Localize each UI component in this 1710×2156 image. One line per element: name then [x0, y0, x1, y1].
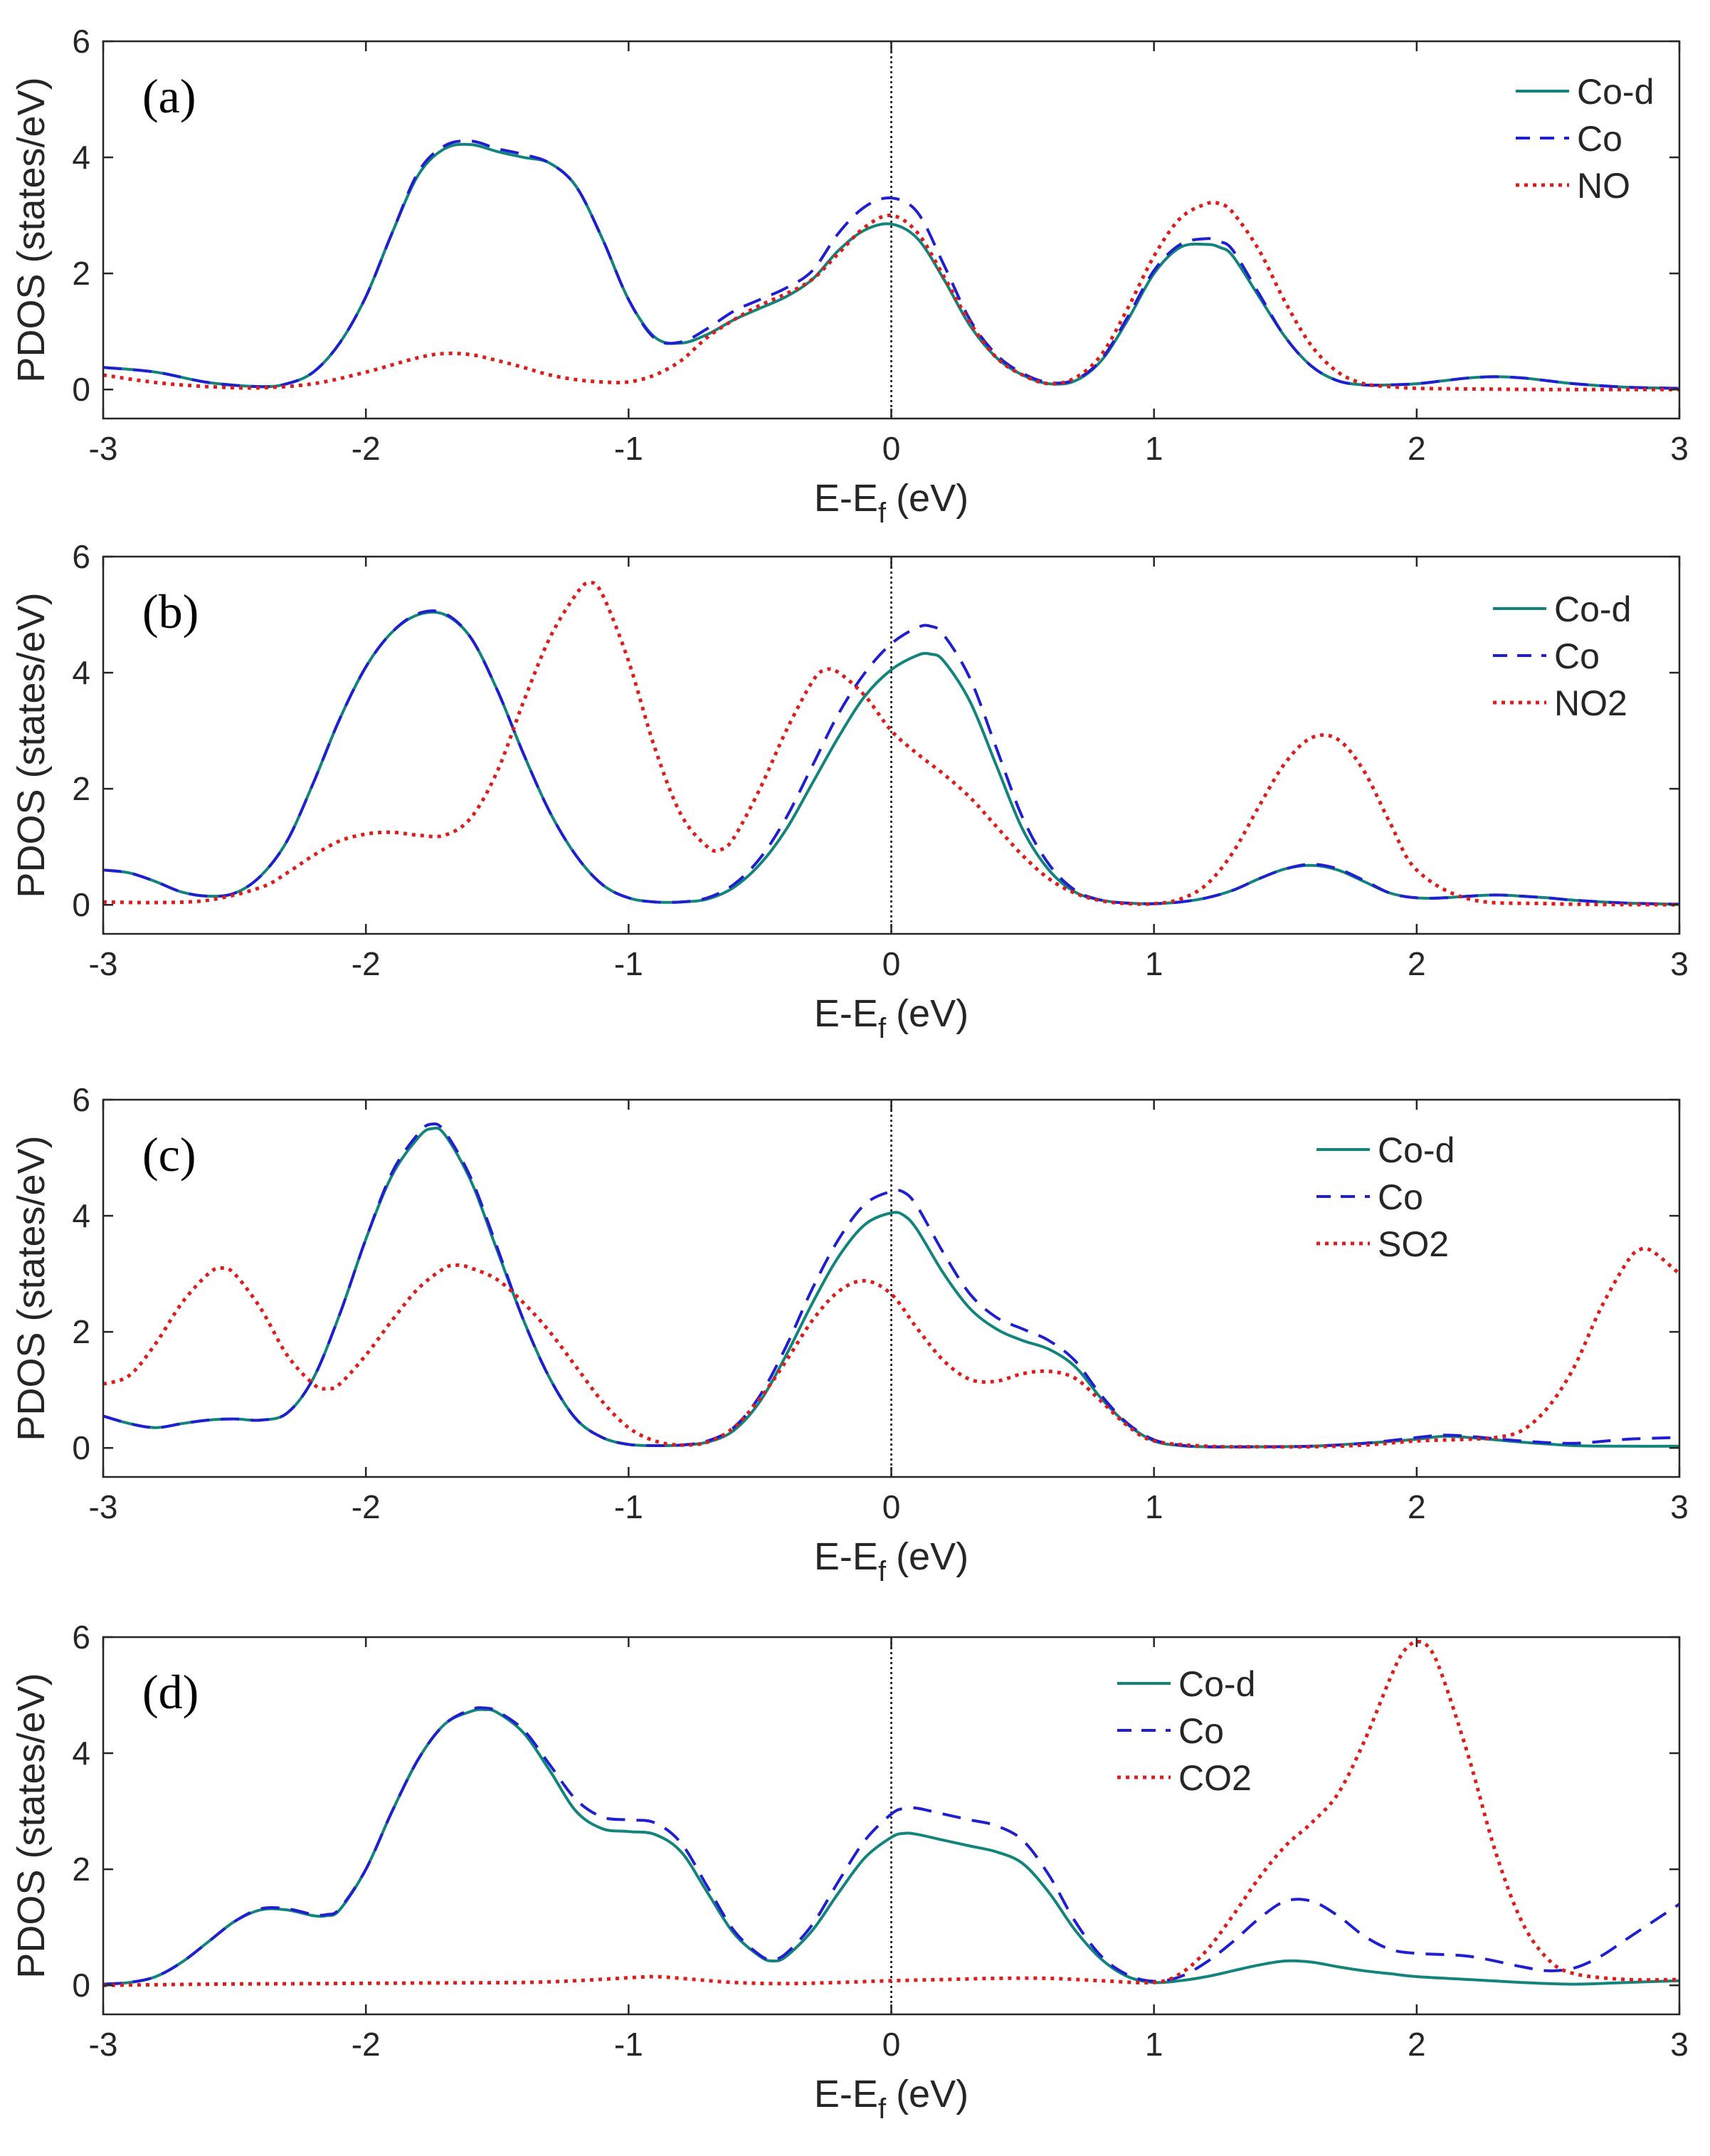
x-tick-label: 2	[1408, 430, 1426, 467]
x-axis-label: E-Ef (eV)	[814, 992, 969, 1044]
x-axis-label-unit: (eV)	[896, 992, 969, 1035]
x-tick-label: 2	[1408, 1488, 1426, 1525]
x-tick-label: 2	[1408, 945, 1426, 982]
panel-d: -3 -2 -1 0 1 2 3 0 2 4 6 E-Ef (eV) PDOS (states/eV) (d…	[10, 1619, 1689, 2125]
y-axis-label: PDOS (states/eV)	[10, 592, 53, 898]
x-tick-label: 3	[1670, 945, 1689, 982]
legend: Co-d Co SO2	[1316, 1130, 1455, 1264]
x-tick-label: -3	[89, 2026, 118, 2063]
legend-label-co-d: Co-d	[1577, 72, 1654, 112]
legend-label-co: Co	[1554, 636, 1600, 676]
x-tick-label: 0	[882, 430, 901, 467]
x-axis-label-main: E-E	[814, 992, 878, 1035]
y-tick-label: 4	[72, 1735, 90, 1772]
x-axis-label-unit: (eV)	[896, 477, 969, 520]
x-tick-label: 3	[1670, 430, 1689, 467]
x-axis-label-subscript: f	[878, 2093, 887, 2125]
series-line-co	[103, 1706, 1679, 1986]
x-axis-label-subscript: f	[878, 498, 887, 529]
x-tick-label: -3	[89, 430, 118, 467]
x-tick-label: 1	[1145, 1488, 1163, 1525]
x-axis-label: E-Ef (eV)	[814, 477, 969, 529]
x-axis-label-unit: (eV)	[896, 2073, 969, 2115]
y-tick-label: 0	[72, 1967, 90, 2004]
y-tick-label: 2	[72, 255, 90, 292]
y-tick-label: 6	[72, 538, 90, 575]
panel-b: -3 -2 -1 0 1 2 3 0 2 4 6 E-Ef (eV) PDOS (states/eV) (b…	[10, 538, 1689, 1044]
y-tick-label: 6	[72, 1081, 90, 1118]
x-axis-label-subscript: f	[878, 1013, 887, 1044]
y-tick-label: 4	[72, 1197, 90, 1234]
x-tick-label: 0	[882, 1488, 901, 1525]
x-tick-label: 1	[1145, 2026, 1163, 2063]
y-tick-label: 0	[72, 1429, 90, 1466]
x-tick-label: 1	[1145, 945, 1163, 982]
legend: Co-d Co CO2	[1117, 1664, 1255, 1798]
x-tick-label: 2	[1408, 2026, 1426, 2063]
legend-label-co-d: Co-d	[1378, 1130, 1455, 1170]
y-tick-label: 4	[72, 654, 90, 691]
y-tick-label: 4	[72, 139, 90, 176]
x-tick-label: -2	[352, 430, 381, 467]
panel-label: (d)	[142, 1665, 199, 1719]
series-line-co2	[103, 1639, 1679, 1987]
panel-label: (a)	[142, 69, 196, 123]
y-tick-label: 6	[72, 23, 90, 60]
x-axis-label-main: E-E	[814, 1535, 878, 1578]
y-tick-label: 0	[72, 371, 90, 408]
series-line-co-d	[103, 610, 1679, 906]
x-tick-label: -3	[89, 945, 118, 982]
y-tick-label: 0	[72, 886, 90, 923]
x-axis-label: E-Ef (eV)	[814, 1535, 969, 1587]
legend-label-so2: SO2	[1378, 1224, 1449, 1264]
series-line-so2	[103, 1246, 1679, 1449]
legend-label-co-d: Co-d	[1554, 589, 1631, 629]
x-tick-label: -1	[614, 430, 643, 467]
x-tick-label: -2	[352, 2026, 381, 2063]
y-axis-label: PDOS (states/eV)	[10, 1135, 53, 1441]
series-line-no2	[103, 581, 1679, 907]
x-tick-label: 1	[1145, 430, 1163, 467]
y-axis-label: PDOS (states/eV)	[10, 1673, 53, 1978]
x-tick-label: 0	[882, 945, 901, 982]
panel-c: -3 -2 -1 0 1 2 3 0 2 4 6 E-Ef (eV) PDOS (states/eV) (c…	[10, 1081, 1689, 1587]
series-line-co	[103, 609, 1679, 906]
x-axis-label-main: E-E	[814, 2073, 878, 2115]
legend-label-co-d: Co-d	[1178, 1664, 1255, 1704]
panel-a: -3 -2 -1 0 1 2 3 0 2 4 6 E-Ef (eV) PDOS (states/eV) (a…	[10, 23, 1689, 529]
legend-label-no: NO	[1577, 166, 1630, 206]
y-tick-label: 2	[72, 770, 90, 807]
series-line-co-d	[103, 1708, 1679, 1986]
legend-label-co: Co	[1178, 1711, 1224, 1751]
legend-label-no2: NO2	[1554, 683, 1627, 723]
y-axis-label: PDOS (states/eV)	[10, 77, 53, 382]
legend-label-co: Co	[1577, 119, 1622, 159]
y-tick-label: 2	[72, 1851, 90, 1888]
panel-label: (c)	[142, 1127, 196, 1182]
x-tick-label: -3	[89, 1488, 118, 1525]
x-tick-label: -2	[352, 1488, 381, 1525]
legend: Co-d Co NO2	[1493, 589, 1631, 723]
legend: Co-d Co NO	[1516, 72, 1654, 206]
panel-label: (b)	[142, 584, 199, 638]
x-tick-label: -1	[614, 2026, 643, 2063]
x-tick-label: -1	[614, 945, 643, 982]
x-axis-label-subscript: f	[878, 1556, 887, 1587]
y-tick-label: 2	[72, 1313, 90, 1350]
x-axis-label-unit: (eV)	[896, 1535, 969, 1578]
x-tick-label: 0	[882, 2026, 901, 2063]
y-tick-label: 6	[72, 1619, 90, 1656]
x-axis-label: E-Ef (eV)	[814, 2073, 969, 2125]
legend-label-co: Co	[1378, 1177, 1423, 1217]
series-line-no	[103, 200, 1679, 391]
x-tick-label: 3	[1670, 2026, 1689, 2063]
series-line-co	[103, 139, 1679, 390]
x-axis-label-main: E-E	[814, 477, 878, 520]
x-tick-label: -2	[352, 945, 381, 982]
x-tick-label: -1	[614, 1488, 643, 1525]
x-tick-label: 3	[1670, 1488, 1689, 1525]
legend-label-co2: CO2	[1178, 1758, 1252, 1798]
